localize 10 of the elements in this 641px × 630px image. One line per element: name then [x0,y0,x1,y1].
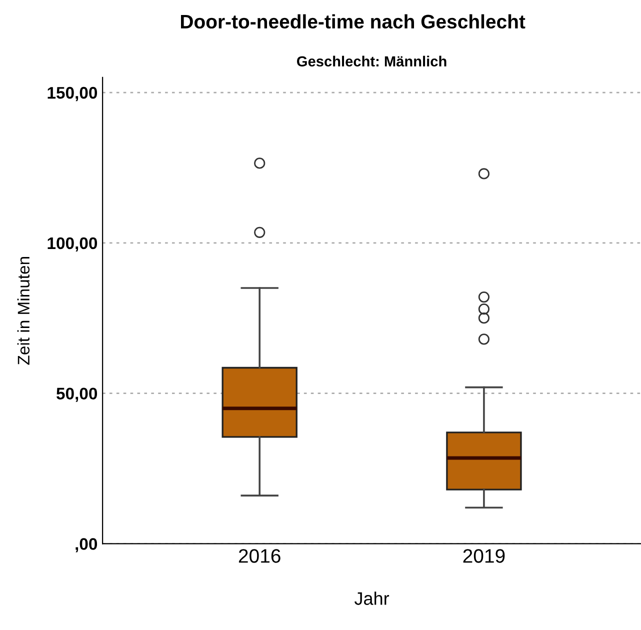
x-axis-title: Jahr [354,592,390,605]
y-tick-label: ,00 [76,538,98,552]
y-tick-label: 50,00 [56,388,98,402]
chart-subtitle: Geschlecht: Männlich [297,56,446,67]
x-tick-label: 2019 [463,549,505,563]
x-tick-label: 2016 [238,549,280,563]
y-tick-label: 150,00 [48,86,98,102]
y-tick-label: 100,00 [48,237,98,252]
chart-title: Door-to-needle-time nach Geschlecht [180,14,526,29]
y-axis-title: Zeit in Minuten [17,257,30,365]
